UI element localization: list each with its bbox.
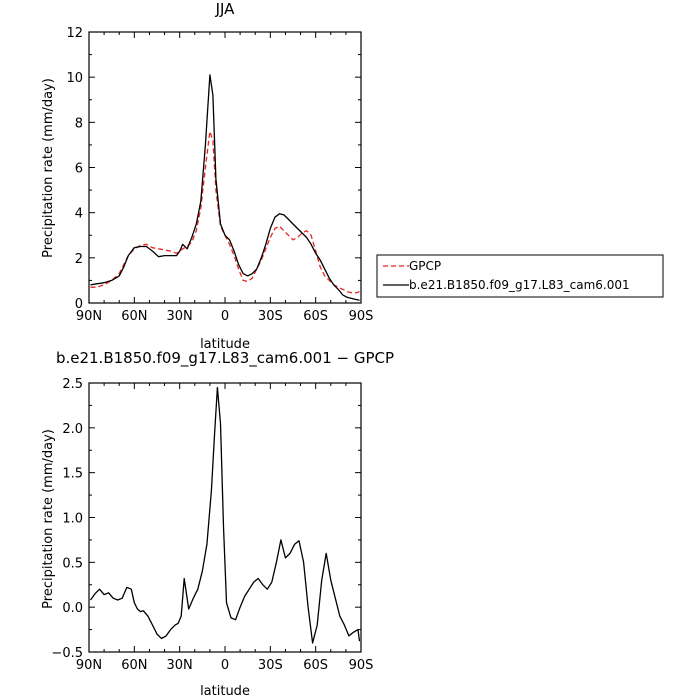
top-ytick-label: 12	[66, 26, 83, 41]
top-xtick-label: 90N	[76, 309, 102, 324]
bottom-plot-frame	[88, 382, 362, 653]
top-ylabel: Precipitation rate (mm/day)	[41, 78, 56, 258]
top-ytick-label: 4	[75, 207, 83, 222]
top-series-line-1	[90, 74, 360, 301]
bottom-panel: b.e21.B1850.f09_g17.L83_cam6.001 − GPCP …	[41, 349, 394, 699]
top-plot-frame	[88, 31, 362, 304]
bottom-xtick-label: 30S	[258, 658, 283, 673]
top-xtick-label: 60N	[121, 309, 147, 324]
bottom-ylabel: Precipitation rate (mm/day)	[41, 429, 56, 609]
bottom-xtick-label: 90S	[349, 658, 374, 673]
top-xtick-label: 60S	[303, 309, 328, 324]
top-ytick-label: 0	[75, 297, 83, 312]
top-xtick-label: 90S	[349, 309, 374, 324]
top-ytick-label: 8	[75, 116, 83, 131]
top-xtick-label: 0	[221, 309, 229, 324]
top-xtick-label: 30N	[167, 309, 193, 324]
bottom-chart-title: b.e21.B1850.f09_g17.L83_cam6.001 − GPCP	[56, 349, 394, 368]
top-series-line-0	[90, 130, 360, 294]
bottom-ytick-label: 0.0	[62, 601, 83, 616]
legend-box	[376, 254, 664, 298]
top-ytick-label: 2	[75, 252, 83, 267]
top-ytick-label: 6	[75, 162, 83, 177]
bottom-ytick-label: 2.0	[62, 422, 83, 437]
bottom-ytick-label: −0.5	[51, 646, 83, 661]
bottom-xtick-label: 30N	[167, 658, 193, 673]
legend-gpcp-label: GPCP	[409, 259, 441, 273]
top-xtick-label: 30S	[258, 309, 283, 324]
top-panel: JJA 90N 60N 30N 0 30S 60S 90S 0 2 4 6 8 10 12 latitud…	[41, 0, 373, 352]
bottom-xtick-label: 60N	[121, 658, 147, 673]
bottom-series-line-0	[89, 386, 361, 644]
top-ytick-label: 10	[66, 71, 83, 86]
bottom-ytick-label: 1.0	[62, 512, 83, 527]
top-plot-area: 90N 60N 30N 0 30S 60S 90S 0 2 4 6 8 10 12	[66, 26, 373, 324]
bottom-xtick-label: 90N	[76, 658, 102, 673]
bottom-xtick-label: 0	[221, 658, 229, 673]
bottom-ytick-label: 1.5	[62, 467, 83, 482]
legend-model-label: b.e21.B1850.f09_g17.L83_cam6.001	[409, 278, 630, 292]
bottom-xtick-label: 60S	[303, 658, 328, 673]
bottom-xlabel: latitude	[200, 684, 250, 699]
bottom-plot-area: 90N 60N 30N 0 30S 60S 90S −0.5 0.0 0.5 1.0 1.5 2.0 2.…	[51, 377, 373, 673]
bottom-ytick-label: 0.5	[62, 556, 83, 571]
bottom-ytick-label: 2.5	[62, 377, 83, 392]
top-chart-title: JJA	[215, 0, 236, 18]
legend: GPCP b.e21.B1850.f09_g17.L83_cam6.001	[376, 254, 664, 298]
top-xlabel: latitude	[200, 337, 250, 352]
